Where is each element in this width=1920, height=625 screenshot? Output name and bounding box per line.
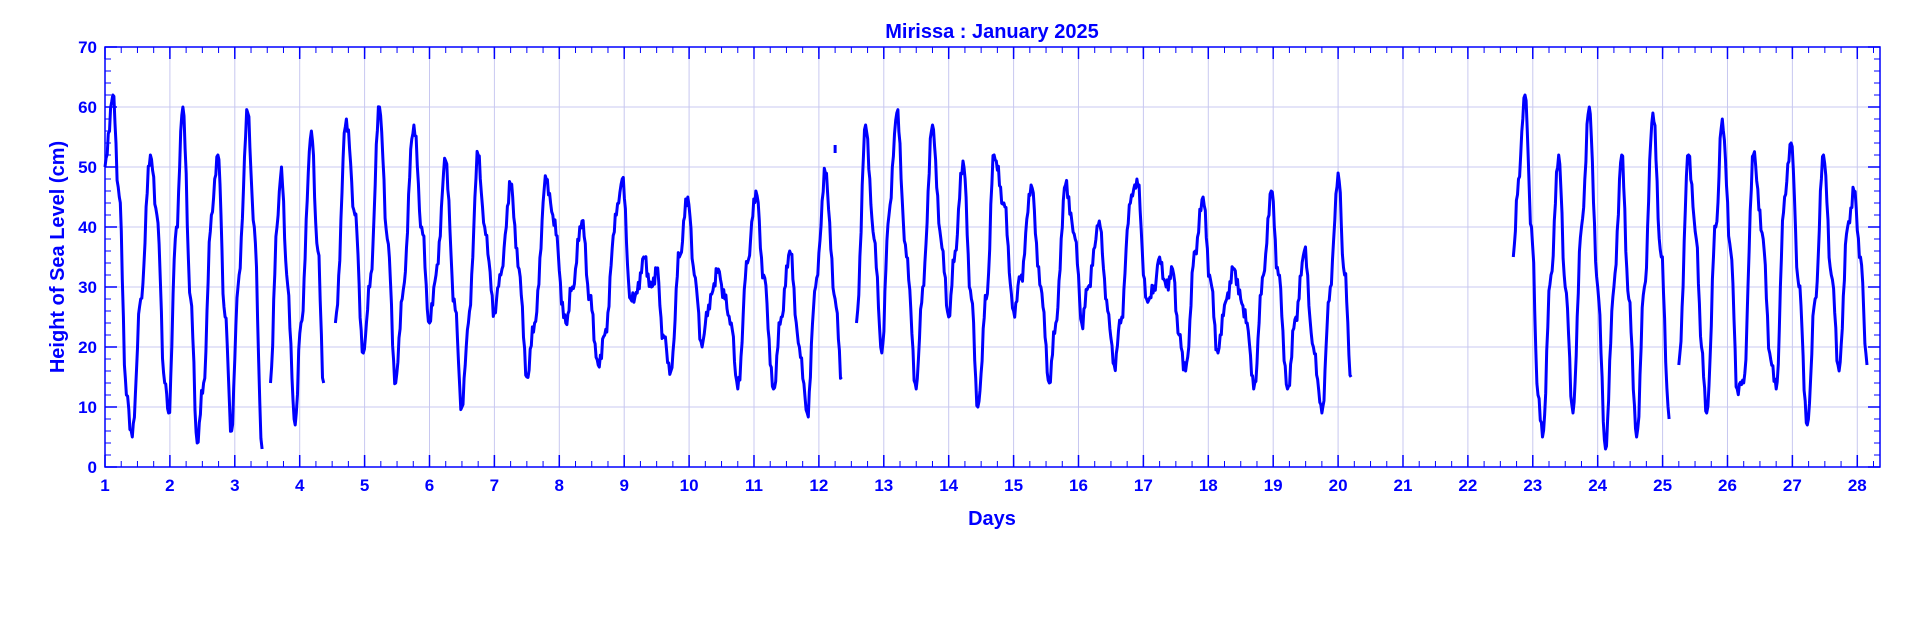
x-tick-label: 22: [1458, 476, 1477, 495]
x-tick-label: 11: [745, 476, 763, 495]
y-axis-label: Height of Sea Level (cm): [47, 141, 69, 373]
x-tick-label: 18: [1199, 476, 1218, 495]
series-point: [833, 145, 837, 153]
series-segment: [1677, 117, 1869, 427]
y-tick-label: 50: [78, 158, 97, 177]
plot-background: [105, 47, 1880, 467]
y-tick-label: 20: [78, 338, 97, 357]
x-tick-label: 27: [1783, 476, 1802, 495]
x-tick-label: 17: [1134, 476, 1153, 495]
y-tick-label: 0: [88, 458, 97, 477]
x-tick-label: 13: [874, 476, 893, 495]
x-tick-label: 20: [1329, 476, 1348, 495]
x-axis-ticks: 1 2 3 4 5 6 7 8 9 10 11 12 13 14 15 16 17 18 19 20 21 22 23 24 2…: [100, 47, 1867, 495]
x-tick-label: 28: [1848, 476, 1867, 495]
x-tick-label: 16: [1069, 476, 1088, 495]
x-tick-label: 3: [230, 476, 239, 495]
y-tick-label: 30: [78, 278, 97, 297]
series-segment: [103, 93, 264, 450]
x-tick-label: 8: [555, 476, 564, 495]
x-tick-label: 4: [295, 476, 305, 495]
x-tick-label: 2: [165, 476, 174, 495]
series-segment: [269, 129, 326, 427]
x-tick-label: 23: [1523, 476, 1542, 495]
x-tick-label: 26: [1718, 476, 1737, 495]
x-tick-label: 5: [360, 476, 369, 495]
plot-frame: [104, 46, 1881, 468]
y-tick-label: 10: [78, 398, 97, 417]
x-tick-label: 1: [100, 476, 109, 495]
x-tick-label: 24: [1588, 476, 1607, 495]
y-tick-label: 60: [78, 98, 97, 117]
chart-title: Mirissa : January 2025: [885, 21, 1098, 43]
x-axis-label: Days: [968, 508, 1016, 530]
series-segment: [333, 105, 843, 419]
series-sea-level: [103, 93, 1869, 451]
x-tick-label: 14: [939, 476, 958, 495]
series-segment: [855, 108, 1353, 415]
x-tick-label: 19: [1264, 476, 1283, 495]
x-tick-label: 6: [425, 476, 434, 495]
y-axis-ticks: 0 10 20 30 40 50 60 70: [78, 38, 1880, 477]
x-tick-label: 15: [1004, 476, 1023, 495]
x-tick-label: 10: [680, 476, 699, 495]
x-tick-label: 25: [1653, 476, 1672, 495]
x-tick-label: 7: [490, 476, 499, 495]
x-tick-label: 12: [809, 476, 828, 495]
x-tick-label: 21: [1394, 476, 1413, 495]
y-tick-label: 40: [78, 218, 97, 237]
series-segment: [1511, 93, 1671, 451]
x-tick-label: 9: [619, 476, 628, 495]
y-tick-label: 70: [78, 38, 97, 57]
